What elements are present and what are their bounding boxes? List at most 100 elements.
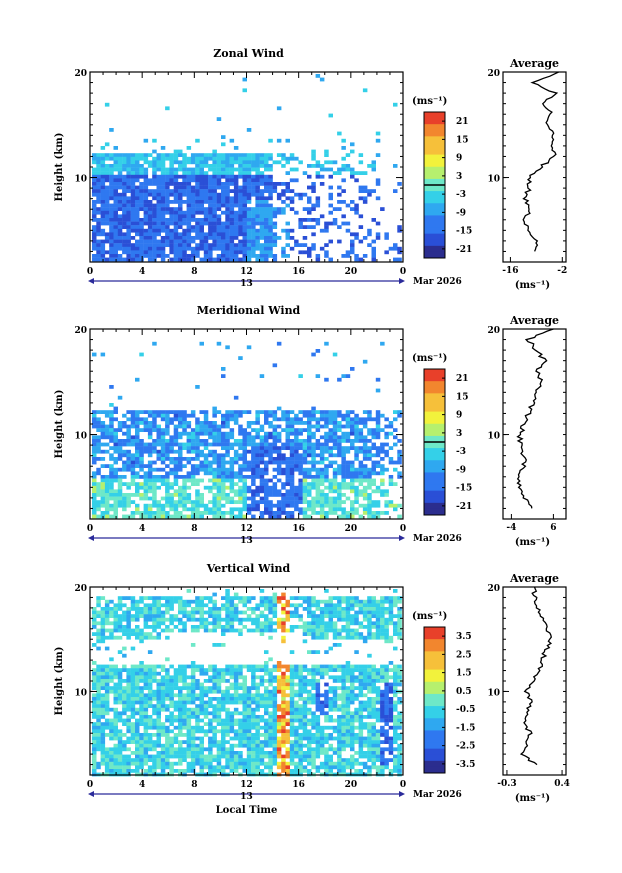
heatmap-cell xyxy=(195,254,200,258)
heatmap-cell xyxy=(109,421,114,425)
heatmap-cell xyxy=(272,603,278,608)
heatmap-cell xyxy=(186,617,192,622)
heatmap-cell xyxy=(238,243,243,247)
heatmap-cell xyxy=(96,228,101,233)
heatmap-cell xyxy=(139,514,144,519)
heatmap-cell xyxy=(341,686,346,690)
heatmap-cell xyxy=(203,182,209,186)
heatmap-cell xyxy=(380,614,385,618)
heatmap-cell xyxy=(311,686,316,690)
heatmap-cell xyxy=(324,485,329,490)
heatmap-cell xyxy=(298,221,303,226)
heatmap-cell xyxy=(233,413,239,418)
heatmap-cell xyxy=(152,341,157,346)
heatmap-cell xyxy=(272,225,278,229)
heatmap-cell xyxy=(294,435,299,440)
heatmap-cell xyxy=(255,428,260,432)
heatmap-cell xyxy=(350,142,355,147)
heatmap-cell xyxy=(152,449,157,454)
heatmap-cell xyxy=(332,421,338,425)
heatmap-cell xyxy=(186,435,192,440)
heatmap-cell xyxy=(272,424,278,429)
heatmap-cell xyxy=(135,421,140,425)
heatmap-cell xyxy=(216,707,222,712)
heatmap-cell xyxy=(195,138,200,143)
heatmap-cell xyxy=(255,449,260,454)
heatmap-cell xyxy=(208,453,213,458)
heatmap-cell xyxy=(160,596,166,600)
heatmap-cell xyxy=(152,417,157,422)
heatmap-cell xyxy=(259,232,265,237)
heatmap-cell xyxy=(216,192,222,197)
heatmap-cell xyxy=(173,160,179,165)
heatmap-cell xyxy=(238,232,243,237)
heatmap-cell xyxy=(190,607,196,611)
heatmap-cell xyxy=(186,221,192,226)
heatmap-cell xyxy=(92,607,97,611)
heatmap-cell xyxy=(255,507,260,512)
heatmap-cell xyxy=(122,210,127,215)
heatmap-cell xyxy=(122,250,127,255)
heatmap-cell xyxy=(294,210,299,215)
heatmap-cell xyxy=(122,153,127,157)
heatmap-cell xyxy=(264,167,269,172)
heatmap-cell xyxy=(212,514,217,519)
profile-y-tick-label: 10 xyxy=(487,432,500,442)
colorbar-segment xyxy=(424,508,445,516)
heatmap-cell xyxy=(242,464,247,468)
heatmap-cell xyxy=(307,417,312,422)
heatmap-cell xyxy=(221,374,226,378)
heatmap-cell xyxy=(216,614,222,618)
heatmap-cell xyxy=(186,682,192,687)
heatmap-cell xyxy=(208,246,213,251)
heatmap-cell xyxy=(289,668,295,672)
heatmap-cell xyxy=(264,704,269,708)
heatmap-cell xyxy=(199,203,204,208)
heatmap-cell xyxy=(307,603,312,608)
heatmap-cell xyxy=(122,243,127,247)
heatmap-cell xyxy=(345,697,351,701)
heatmap-cell xyxy=(268,228,273,233)
heatmap-cell xyxy=(380,493,385,497)
heatmap-cell xyxy=(276,664,282,669)
heatmap-cell xyxy=(169,682,174,687)
heatmap-cell xyxy=(147,239,153,244)
heatmap-cell xyxy=(341,700,346,705)
heatmap-cell xyxy=(319,167,325,172)
heatmap-cell xyxy=(388,475,394,479)
heatmap-cell xyxy=(130,200,136,204)
heatmap-cell xyxy=(100,174,106,179)
heatmap-cell xyxy=(298,417,303,422)
heatmap-cell xyxy=(186,218,192,222)
x-tick-label: 0 xyxy=(87,267,93,277)
heatmap-cell xyxy=(229,243,235,247)
heatmap-cell xyxy=(225,417,230,422)
heatmap-cell xyxy=(100,192,106,197)
heatmap-cell xyxy=(104,500,110,504)
heatmap-cell xyxy=(294,715,299,719)
heatmap-cell xyxy=(272,185,278,190)
heatmap-cell xyxy=(122,185,127,190)
heatmap-cell xyxy=(152,178,157,183)
heatmap-cell xyxy=(371,610,376,615)
heatmap-cell xyxy=(221,254,226,258)
heatmap-cell xyxy=(298,428,303,432)
heatmap-cell xyxy=(165,431,170,436)
heatmap-cell xyxy=(281,467,286,472)
heatmap-cell xyxy=(276,153,282,157)
heatmap-cell xyxy=(345,421,351,425)
heatmap-cell xyxy=(113,610,118,615)
heatmap-cell xyxy=(238,610,243,615)
heatmap-cell xyxy=(362,496,368,501)
heatmap-cell xyxy=(208,599,213,604)
heatmap-cell xyxy=(182,417,187,422)
heatmap-cell xyxy=(113,225,118,229)
heatmap-cell xyxy=(272,607,278,611)
heatmap-cell xyxy=(328,675,333,680)
heatmap-cell xyxy=(371,453,376,458)
heatmap-cell xyxy=(169,617,174,622)
heatmap-cell xyxy=(113,635,118,640)
heatmap-cell xyxy=(147,164,153,168)
heatmap-cell xyxy=(199,243,204,247)
heatmap-cell xyxy=(126,457,131,461)
